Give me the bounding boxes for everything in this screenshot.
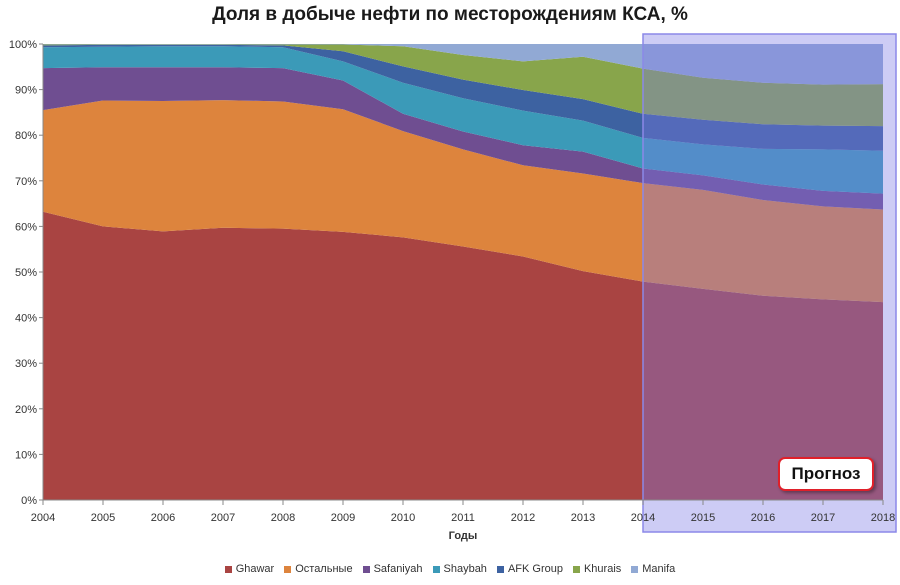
x-tick-label: 2009 — [331, 512, 355, 524]
x-tick-label: 2012 — [511, 512, 535, 524]
legend-label: Safaniyah — [373, 563, 423, 576]
y-tick-label: 100% — [9, 39, 37, 51]
area-series-5 — [43, 44, 883, 127]
x-tick-label: 2015 — [691, 512, 715, 524]
area-series-4 — [43, 44, 883, 151]
chart-title: Доля в добыче нефти по месторождениям КС… — [212, 4, 688, 25]
legend-swatch — [432, 565, 440, 573]
area-series-2 — [43, 67, 883, 210]
y-tick-label: 60% — [15, 221, 37, 233]
x-tick-label: 2010 — [391, 512, 415, 524]
area-series-0 — [43, 211, 883, 501]
x-tick-label: 2016 — [751, 512, 775, 524]
legend-item: Shaybah — [432, 563, 487, 576]
legend-swatch — [572, 565, 580, 573]
area-series-6 — [43, 44, 883, 85]
legend-item: Khurais — [572, 563, 622, 576]
axes-group: 0% 10% 20% 30% 40% 50% 60% 70% 80% 90% 100% 2004 200… — [9, 39, 895, 524]
y-tick-label: 30% — [15, 358, 37, 370]
x-tick-label: 2005 — [91, 512, 115, 524]
legend-label: Ghawar — [235, 563, 275, 576]
legend-item: Ghawar — [224, 563, 275, 576]
y-tick-label: 80% — [15, 130, 37, 142]
legend-label: Manifa — [642, 563, 676, 576]
x-tick-label: 2008 — [271, 512, 295, 524]
legend-swatch — [224, 565, 232, 573]
area-series-3 — [43, 46, 883, 194]
legend-label: Shaybah — [443, 563, 487, 576]
area-series-1 — [43, 100, 883, 303]
legend-label: Остальные — [295, 563, 353, 576]
legend-label: Khurais — [583, 563, 622, 576]
legend: Ghawar Остальные Safaniyah Shaybah AFK Group… — [0, 563, 900, 575]
area-series-group — [43, 44, 883, 501]
legend-swatch — [284, 565, 292, 573]
x-tick-label: 2018 — [871, 512, 895, 524]
x-tick-label: 2007 — [211, 512, 235, 524]
x-tick-label: 2013 — [571, 512, 595, 524]
x-tick-label: 2011 — [451, 512, 475, 524]
y-tick-label: 40% — [15, 313, 37, 325]
x-axis-title: Годы — [449, 530, 478, 542]
legend-item: Manifa — [631, 563, 675, 575]
y-tick-label: 10% — [15, 449, 37, 461]
x-tick-label: 2017 — [811, 512, 835, 524]
legend-swatch — [362, 565, 370, 573]
x-tick-label: 2014 — [631, 512, 655, 524]
y-tick-label: 90% — [15, 85, 37, 97]
y-tick-label: 50% — [15, 267, 37, 279]
legend-label: AFK Group — [507, 563, 563, 576]
y-tick-label: 70% — [15, 176, 37, 188]
x-tick-label: 2006 — [151, 512, 175, 524]
forecast-label: Прогноз — [778, 457, 874, 491]
x-tick-label: 2004 — [31, 512, 55, 524]
legend-item: Остальные — [284, 563, 353, 576]
legend-item: Safaniyah — [362, 563, 423, 576]
legend-item: AFK Group — [496, 563, 563, 576]
forecast-shade — [642, 33, 897, 533]
y-tick-label: 0% — [21, 495, 37, 507]
y-tick-label: 20% — [15, 404, 37, 416]
legend-swatch — [496, 565, 504, 573]
legend-swatch — [631, 565, 639, 573]
